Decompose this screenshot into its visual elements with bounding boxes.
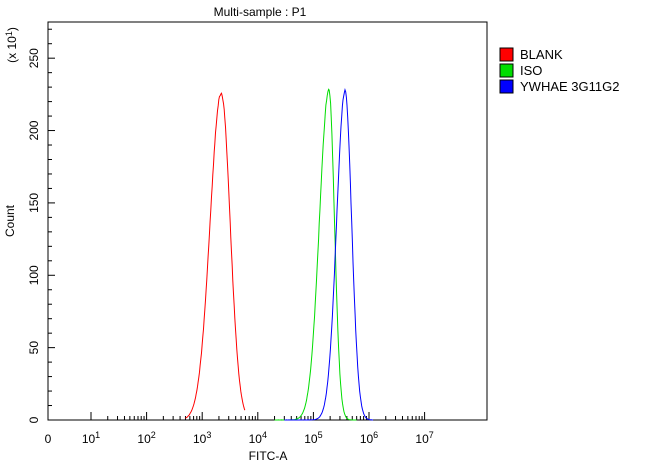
- x-axis-ticks: 0 101 102 103 104 105 106 107: [45, 412, 434, 446]
- legend-label: ISO: [520, 63, 542, 78]
- y-tick-label: 0: [27, 416, 41, 423]
- x-tick-label: 0: [45, 432, 52, 446]
- legend-label: YWHAE 3G11G2: [520, 79, 619, 94]
- legend-swatch: [499, 47, 514, 62]
- plot-frame: [47, 21, 488, 421]
- x-tick-label: 104: [249, 430, 267, 446]
- legend-swatch: [499, 79, 514, 94]
- series-line-ywhae-3g11g2: [284, 87, 374, 421]
- legend-swatch: [499, 63, 514, 78]
- series-line-blank: [185, 92, 246, 419]
- series-layer: [185, 87, 374, 421]
- y-axis-label: Count: [3, 204, 17, 237]
- x-tick-label: 107: [415, 430, 433, 446]
- y-axis-ticks: 0 50 100 150 200 250: [27, 28, 55, 423]
- y-tick-label: 50: [27, 341, 41, 355]
- y-tick-label: 150: [27, 193, 41, 213]
- x-tick-label: 101: [82, 430, 100, 446]
- y-tick-label: 100: [27, 265, 41, 285]
- y-tick-label: 200: [27, 120, 41, 140]
- y-axis-multiplier: (x 101): [4, 27, 19, 63]
- x-tick-label: 102: [137, 430, 155, 446]
- series-line-iso: [274, 88, 357, 421]
- x-tick-label: 106: [360, 430, 378, 446]
- y-tick-label: 250: [27, 48, 41, 68]
- legend-label: BLANK: [520, 47, 563, 62]
- x-tick-label: 105: [304, 430, 322, 446]
- chart-title: Multi-sample : P1: [214, 5, 307, 19]
- x-tick-label: 103: [193, 430, 211, 446]
- x-axis-label: FITC-A: [249, 449, 288, 463]
